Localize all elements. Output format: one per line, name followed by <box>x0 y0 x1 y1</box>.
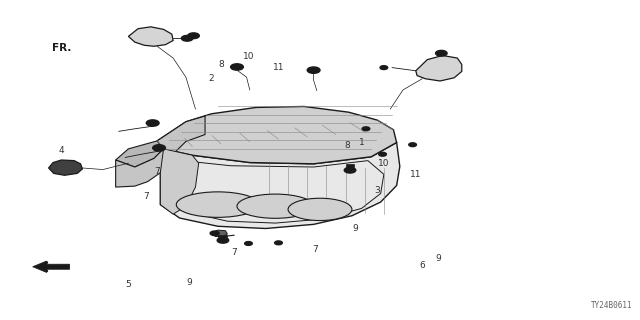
Polygon shape <box>161 142 400 228</box>
Text: 4: 4 <box>58 146 64 155</box>
Circle shape <box>344 167 356 173</box>
Polygon shape <box>116 116 205 187</box>
Circle shape <box>362 127 370 131</box>
Text: 7: 7 <box>143 192 149 201</box>
Text: 8: 8 <box>344 141 350 150</box>
Circle shape <box>436 50 447 56</box>
Polygon shape <box>346 164 355 167</box>
Polygon shape <box>211 230 227 236</box>
Ellipse shape <box>288 198 352 220</box>
Circle shape <box>244 242 252 245</box>
Polygon shape <box>33 261 70 272</box>
Text: 7: 7 <box>154 167 160 176</box>
Text: 7: 7 <box>231 248 237 257</box>
Text: 3: 3 <box>374 186 380 195</box>
Text: 9: 9 <box>352 224 358 233</box>
Circle shape <box>230 64 243 70</box>
Polygon shape <box>49 160 83 175</box>
Text: 9: 9 <box>186 278 192 287</box>
Polygon shape <box>416 55 462 81</box>
Text: 10: 10 <box>243 52 254 61</box>
Text: 5: 5 <box>125 280 131 289</box>
Text: FR.: FR. <box>52 44 71 53</box>
Circle shape <box>210 231 219 236</box>
Text: TY24B0611: TY24B0611 <box>591 301 633 310</box>
Text: 7: 7 <box>312 245 318 254</box>
Circle shape <box>181 36 193 41</box>
Text: 10: 10 <box>378 159 390 168</box>
Circle shape <box>153 145 166 151</box>
Text: 11: 11 <box>273 63 284 72</box>
Circle shape <box>380 66 388 69</box>
Text: 9: 9 <box>435 254 441 263</box>
Polygon shape <box>157 107 397 164</box>
Circle shape <box>188 33 199 39</box>
Circle shape <box>307 67 320 73</box>
Text: 1: 1 <box>358 138 364 147</box>
Circle shape <box>147 120 159 126</box>
Circle shape <box>409 143 417 147</box>
Text: 2: 2 <box>209 74 214 83</box>
Text: 11: 11 <box>410 170 422 179</box>
Polygon shape <box>116 141 164 167</box>
Circle shape <box>379 152 387 156</box>
Polygon shape <box>129 27 173 46</box>
Circle shape <box>217 237 228 243</box>
Text: 6: 6 <box>419 261 425 270</box>
Polygon shape <box>218 235 227 237</box>
Ellipse shape <box>176 192 259 217</box>
Text: 8: 8 <box>218 60 224 69</box>
Polygon shape <box>161 149 198 214</box>
Ellipse shape <box>237 194 314 218</box>
Circle shape <box>275 241 282 245</box>
